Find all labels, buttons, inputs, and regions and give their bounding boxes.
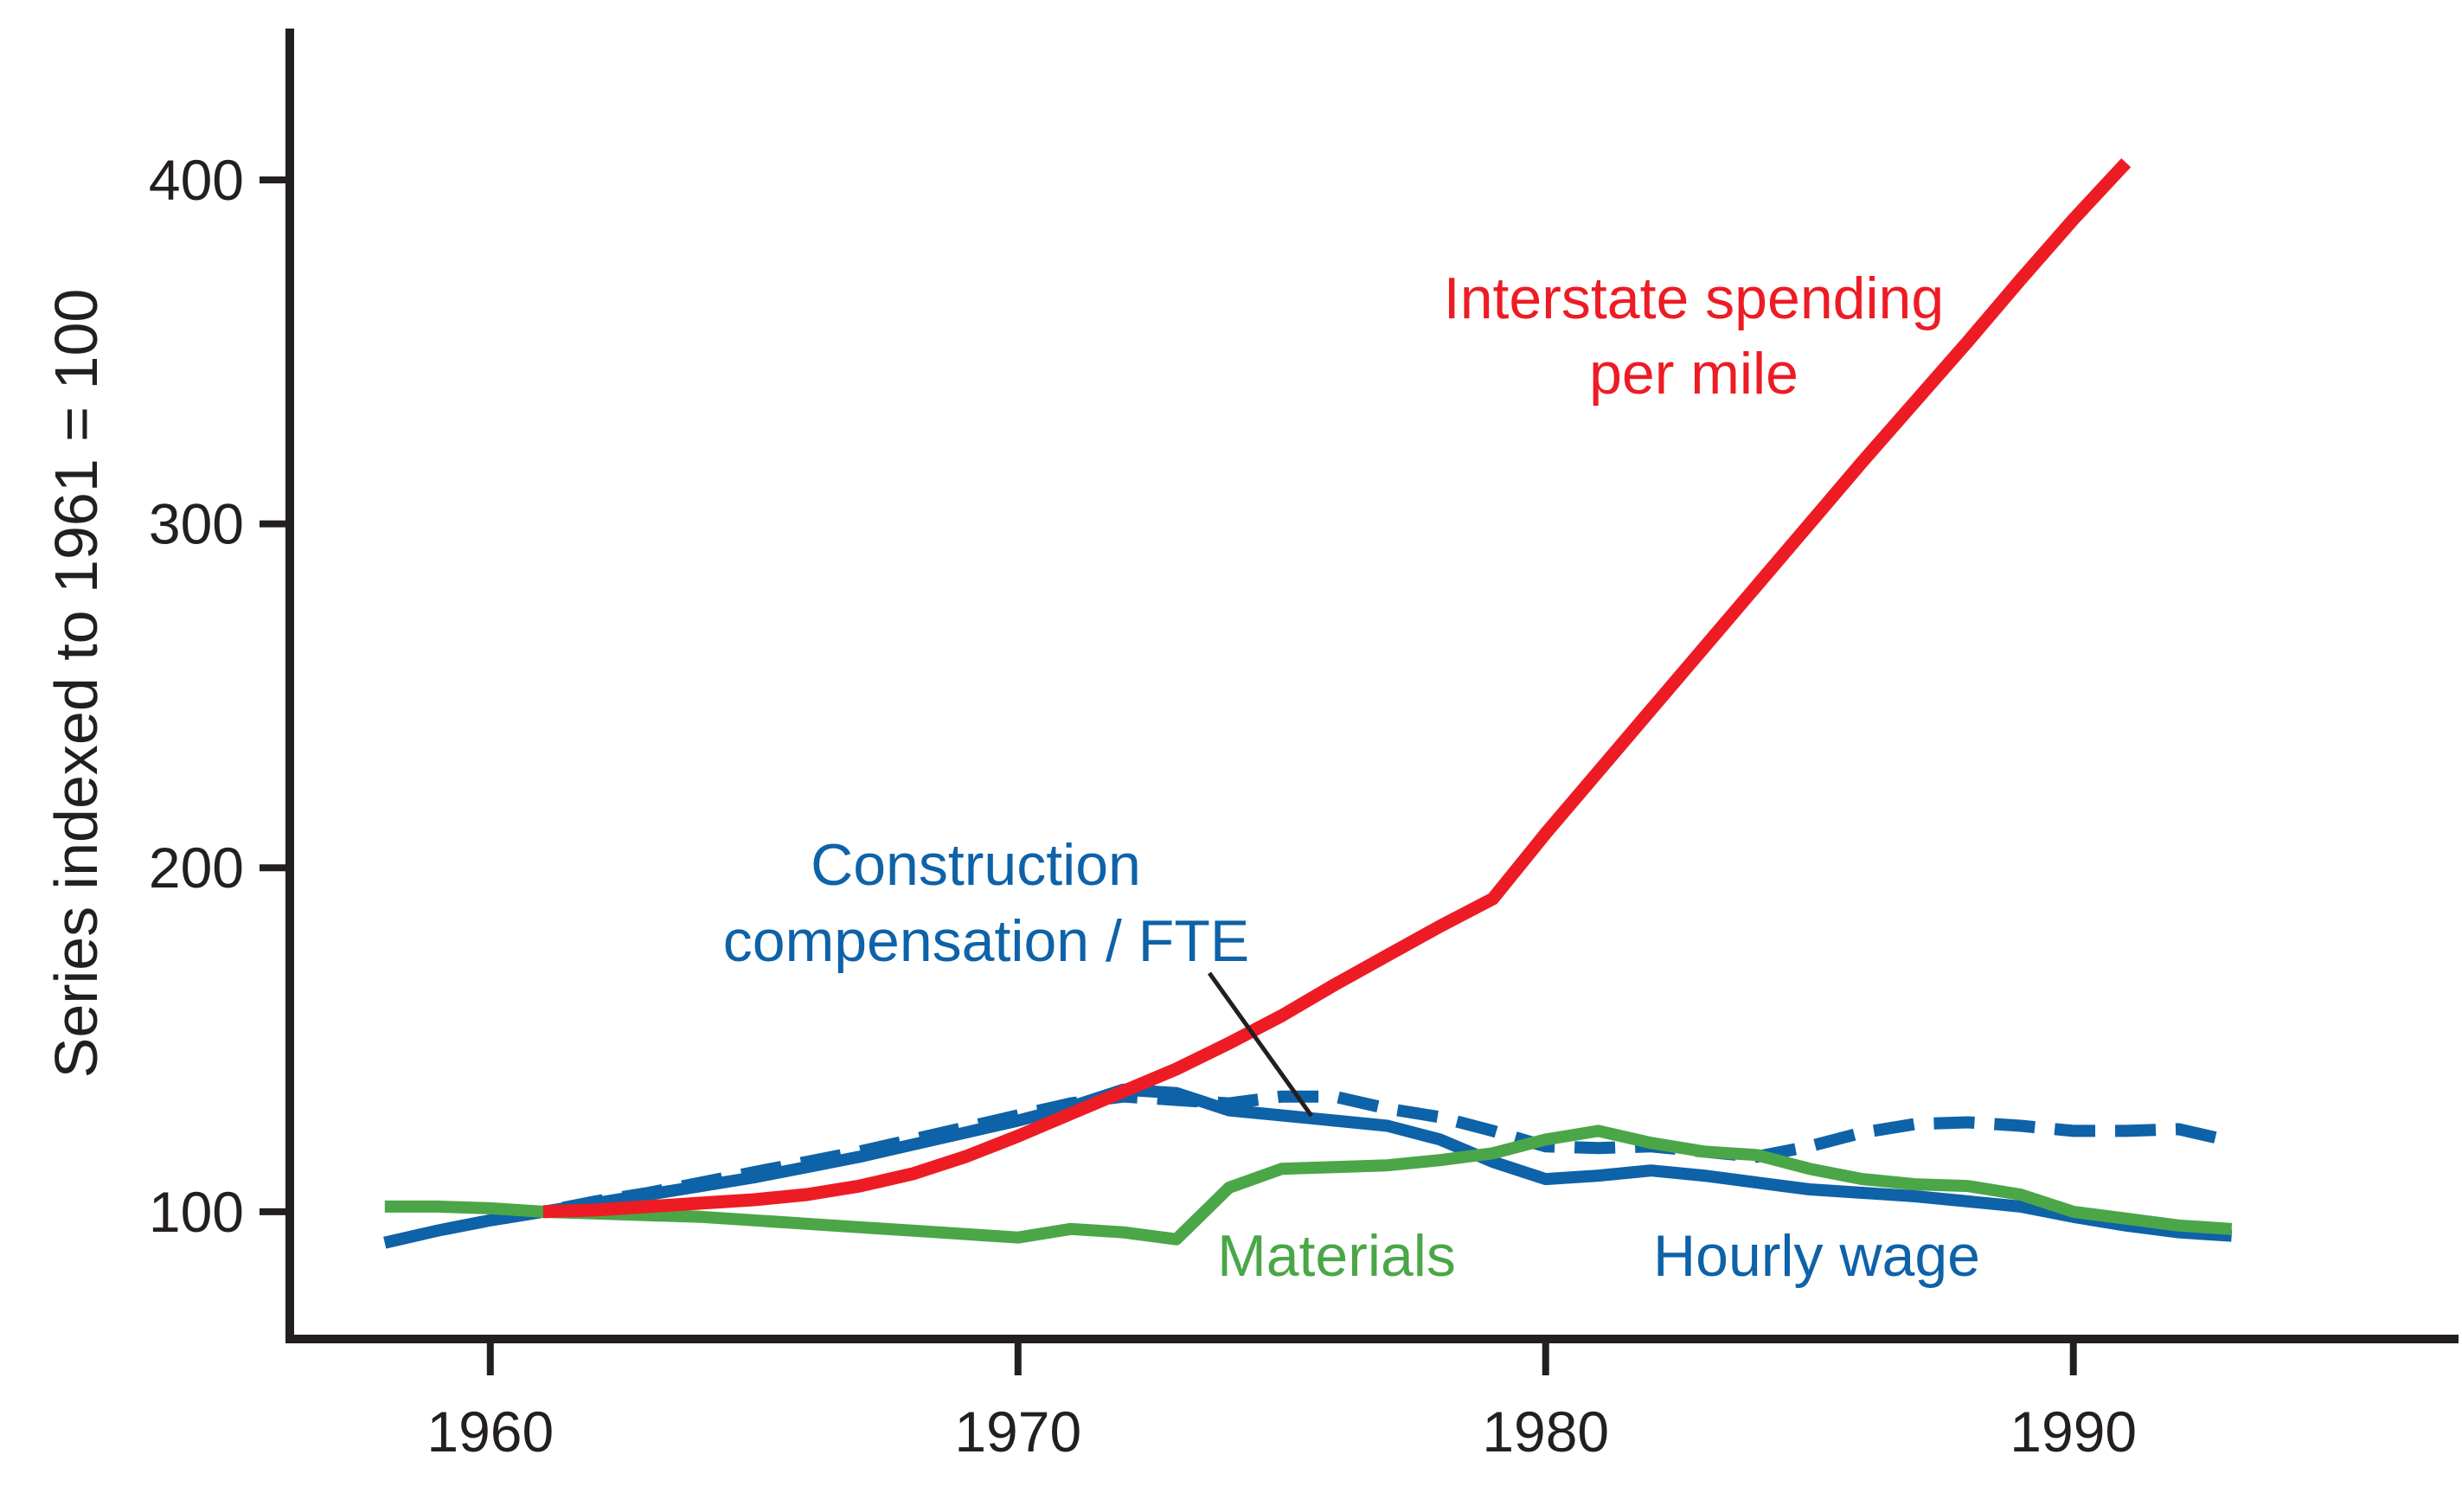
annotation-leader-line [1207,971,1314,1118]
y-tick-label: 400 [149,148,244,212]
y-axis-ticks: 100 200 300 400 [149,148,287,1244]
construction-label-line1: Construction [811,832,1141,898]
x-tick-label: 1960 [426,1400,554,1464]
materials-label: Materials [1217,1223,1456,1289]
x-tick-label: 1980 [1482,1400,1609,1464]
interstate-label-line2: per mile [1589,341,1798,407]
materials-line [384,1124,2233,1246]
x-tick-label: 1970 [954,1400,1081,1464]
y-tick-label: 200 [149,836,244,900]
y-axis-title: Series indexed to 1961 = 100 [42,289,110,1079]
y-tick-label: 300 [149,492,244,556]
x-tick-label: 1990 [2010,1400,2137,1464]
construction-compensation-line [383,1090,2234,1249]
x-axis-ticks: 1960 1970 1980 1990 [426,1343,2137,1464]
y-tick-label: 100 [149,1180,244,1244]
construction-label-line2: compensation / FTE [723,908,1249,974]
hourly-wage-label: Hourly wage [1653,1223,1980,1289]
interstate-label-line1: Interstate spending [1444,266,1944,331]
interstate-spending-line [542,157,2132,1219]
series-layer [383,157,2234,1249]
